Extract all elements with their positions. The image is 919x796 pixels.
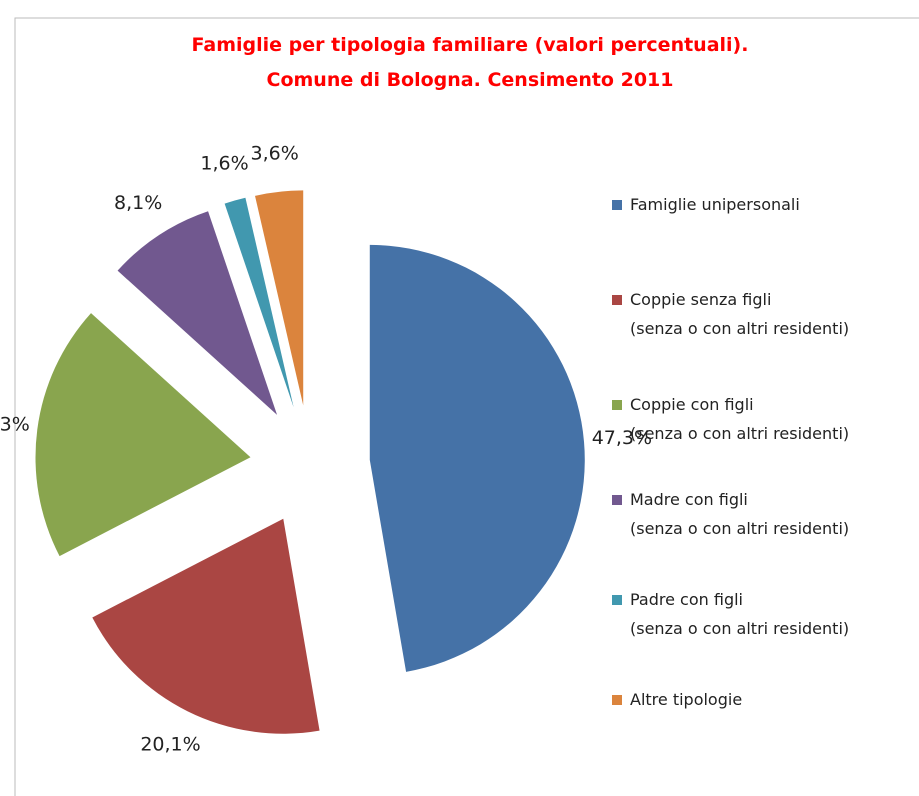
- legend-label: Coppie con figli (senza o con altri resi…: [630, 395, 850, 443]
- data-label: 47,3%: [592, 427, 652, 449]
- legend-label: Coppie senza figli (senza o con altri re…: [630, 290, 850, 338]
- legend-entry: Altre tipologie: [612, 685, 742, 714]
- pie-slice: [224, 197, 294, 408]
- chart-title: Famiglie per tipologia familiare (valori…: [191, 34, 749, 91]
- legend-swatch: [612, 595, 622, 605]
- chart-border: [14, 17, 919, 796]
- legend-label: Altre tipologie: [630, 690, 743, 709]
- legend-swatch: [612, 295, 622, 305]
- legend-entry: Famiglie unipersonali: [612, 190, 800, 219]
- legend-entry: Coppie senza figli (senza o con altri re…: [612, 285, 849, 343]
- legend-swatch: [612, 695, 622, 705]
- legend-entry: Madre con figli (senza o con altri resid…: [612, 485, 849, 543]
- data-label: 1,6%: [200, 152, 248, 174]
- legend-swatch: [612, 400, 622, 410]
- legend-swatch: [612, 495, 622, 505]
- pie-slice: [369, 244, 585, 672]
- data-label: 8,1%: [114, 192, 162, 214]
- legend-entry: Padre con figli (senza o con altri resid…: [612, 585, 849, 643]
- legend-entry: Coppie con figli (senza o con altri resi…: [612, 390, 849, 448]
- data-label: 20,1%: [140, 734, 200, 756]
- pie-slice: [117, 211, 278, 415]
- pie-slice: [255, 190, 304, 406]
- legend-label: Famiglie unipersonali: [630, 195, 800, 214]
- pie-slice: [35, 313, 251, 557]
- legend-label: Padre con figli (senza o con altri resid…: [630, 590, 850, 638]
- legend-label: Madre con figli (senza o con altri resid…: [630, 490, 850, 538]
- data-label: 19,3%: [0, 413, 30, 435]
- pie-slice: [92, 518, 320, 734]
- legend-swatch: [612, 200, 622, 210]
- data-label: 3,6%: [251, 142, 299, 164]
